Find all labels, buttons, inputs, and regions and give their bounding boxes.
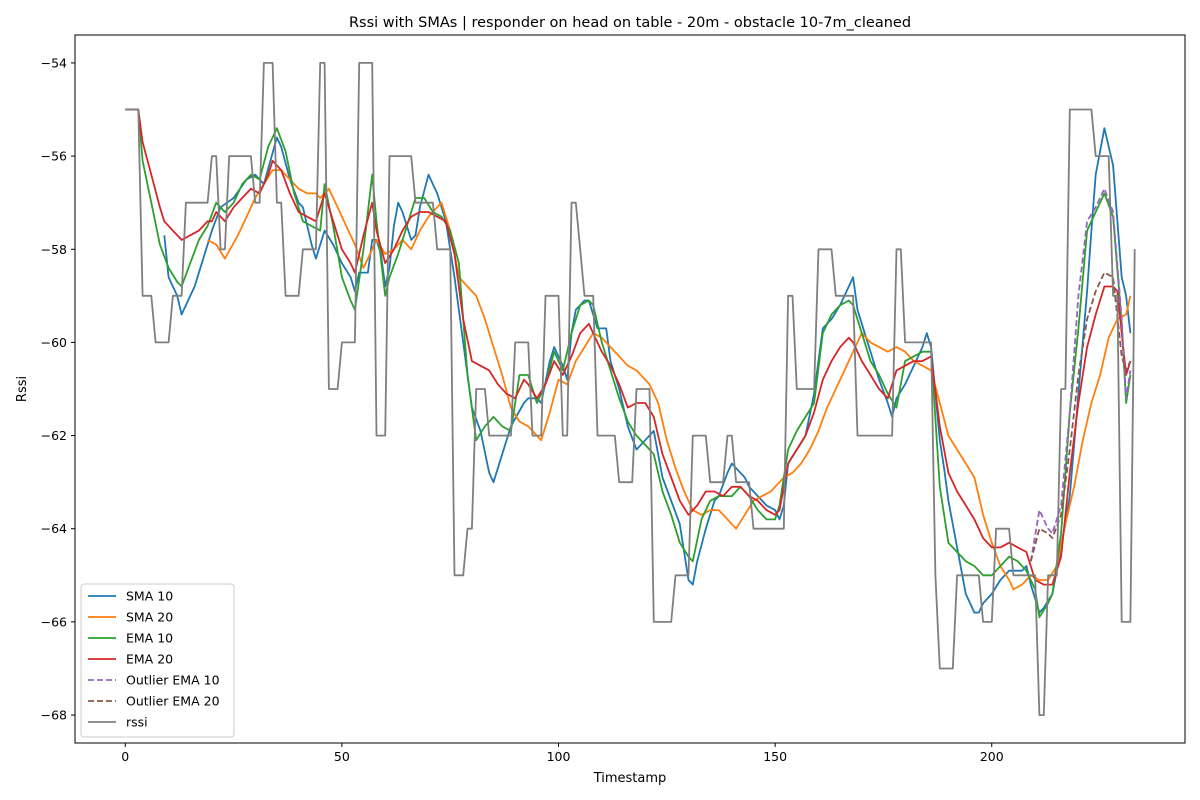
series-line-rssi [125,62,1136,716]
y-tick-label: −68 [41,708,67,723]
legend-entry: EMA 10 [126,631,173,646]
x-axis: 0 50 100 150 200 [121,743,1004,764]
series-line-outlier-ema-20 [1029,271,1132,562]
legend-frame [80,583,235,738]
legend-items: SMA 10 SMA 20 EMA 10 EMA 20 Outlier EMA 10 Ou… [88,589,220,730]
x-tick-label: 0 [121,749,129,764]
x-tick-label: 200 [980,749,1004,764]
y-tick-label: −58 [41,242,67,257]
y-tick-label: −62 [41,428,67,443]
legend-entry: EMA 20 [126,652,173,667]
legend-entry: rssi [126,715,148,730]
legend-entry: SMA 20 [126,610,173,625]
x-tick-label: 50 [334,749,350,764]
series-line-outlier-ema-10 [1029,187,1132,562]
x-tick-label: 150 [763,749,787,764]
y-tick-label: −66 [41,614,67,629]
plot-area [74,34,1186,744]
x-tick-label: 100 [547,749,571,764]
y-tick-label: −54 [41,55,67,70]
legend-entry: SMA 10 [126,589,173,604]
legend-entry: Outlier EMA 10 [126,673,220,688]
legend: SMA 10 SMA 20 EMA 10 EMA 20 Outlier EMA 10 Ou… [80,583,235,738]
series-line-sma-20 [207,169,1132,591]
y-tick-label: −56 [41,149,67,164]
y-axis: −68 −66 −64 −62 −60 −58 −56 −54 [41,55,75,723]
plot-frame [74,34,1186,744]
chart-title: Rssi with SMAs | responder on head on ta… [349,15,911,31]
y-axis-label: Rssi [15,376,30,402]
series-layer [125,62,1136,716]
legend-entry: Outlier EMA 20 [126,694,220,709]
y-tick-label: −64 [41,521,67,536]
x-axis-label: Timestamp [593,771,667,786]
series-line-ema-20 [125,108,1132,586]
series-line-ema-10 [125,108,1132,619]
y-tick-label: −60 [41,335,67,350]
